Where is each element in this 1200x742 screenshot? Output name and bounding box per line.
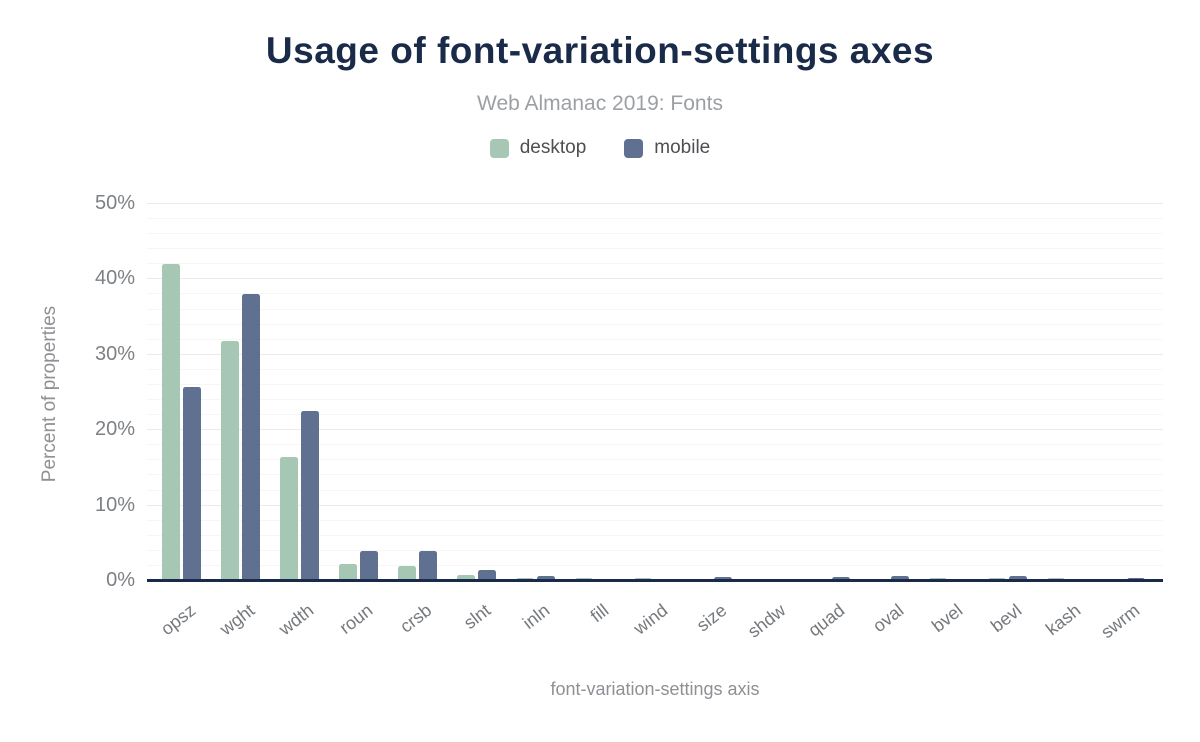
gridline-minor — [147, 459, 1163, 461]
gridline-minor — [147, 338, 1163, 340]
legend-swatch-mobile — [624, 138, 644, 158]
bar-mobile-size[interactable] — [714, 576, 732, 581]
legend: desktop mobile — [0, 137, 1200, 159]
bar-mobile-slnt[interactable] — [478, 570, 496, 581]
gridline-minor — [147, 323, 1163, 325]
x-axis-line — [147, 579, 1163, 582]
gridline-major — [147, 429, 1163, 431]
y-tick-label: 0% — [106, 569, 135, 591]
gridline-minor — [147, 368, 1163, 370]
gridline-minor — [147, 293, 1163, 295]
gridline-minor — [147, 263, 1163, 265]
gridline-minor — [147, 248, 1163, 250]
gridline-minor — [147, 233, 1163, 235]
bar-mobile-crsb[interactable] — [419, 550, 437, 581]
y-tick-label: 40% — [94, 267, 135, 290]
gridline-minor — [147, 399, 1163, 401]
gridline-major — [147, 504, 1163, 506]
legend-swatch-desktop — [489, 138, 509, 158]
y-axis-title: Percent of properties — [39, 305, 60, 483]
bar-desktop-slnt[interactable] — [457, 575, 475, 581]
legend-label-desktop: desktop — [519, 137, 587, 158]
y-tick-label: 50% — [94, 192, 135, 214]
bar-mobile-oval[interactable] — [891, 576, 909, 581]
gridline-minor — [147, 564, 1163, 566]
bar-mobile-quad[interactable] — [832, 576, 850, 581]
legend-item-mobile[interactable]: mobile — [624, 137, 710, 159]
legend-label-mobile: mobile — [654, 137, 711, 158]
gridline-major — [147, 203, 1163, 204]
bar-mobile-wdth[interactable] — [301, 411, 319, 581]
gridline-minor — [147, 489, 1163, 491]
bar-desktop-opsz[interactable] — [162, 263, 180, 581]
bar-mobile-roun[interactable] — [360, 550, 378, 581]
chart-subtitle: Web Almanac 2019: Fonts — [477, 92, 723, 115]
gridline-minor — [147, 549, 1163, 551]
bar-desktop-roun[interactable] — [339, 564, 357, 581]
gridline-minor — [147, 414, 1163, 416]
gridline-minor — [147, 308, 1163, 310]
y-tick-label: 30% — [94, 342, 135, 365]
gridline-minor — [147, 474, 1163, 476]
y-tick-label: 20% — [94, 418, 135, 441]
legend-item-desktop[interactable]: desktop — [489, 137, 587, 159]
x-axis-title: font-variation-settings axis — [550, 679, 760, 699]
bar-mobile-opsz[interactable] — [183, 387, 201, 581]
gridline-major — [147, 353, 1163, 355]
gridline-minor — [147, 383, 1163, 385]
bar-mobile-inln[interactable] — [537, 576, 555, 581]
bar-desktop-wght[interactable] — [221, 341, 239, 581]
y-tick-label: 10% — [94, 493, 135, 516]
gridline-minor — [147, 218, 1163, 220]
bar-desktop-wdth[interactable] — [280, 457, 298, 581]
chart-title: Usage of font-variation-settings axes — [265, 30, 935, 71]
gridline-major — [147, 278, 1163, 280]
bar-mobile-bevl[interactable] — [1009, 576, 1027, 581]
gridline-minor — [147, 444, 1163, 446]
plot-area — [147, 203, 1163, 581]
bar-mobile-wght[interactable] — [242, 293, 260, 581]
gridline-minor — [147, 519, 1163, 521]
gridline-minor — [147, 534, 1163, 536]
bar-desktop-crsb[interactable] — [398, 565, 416, 581]
